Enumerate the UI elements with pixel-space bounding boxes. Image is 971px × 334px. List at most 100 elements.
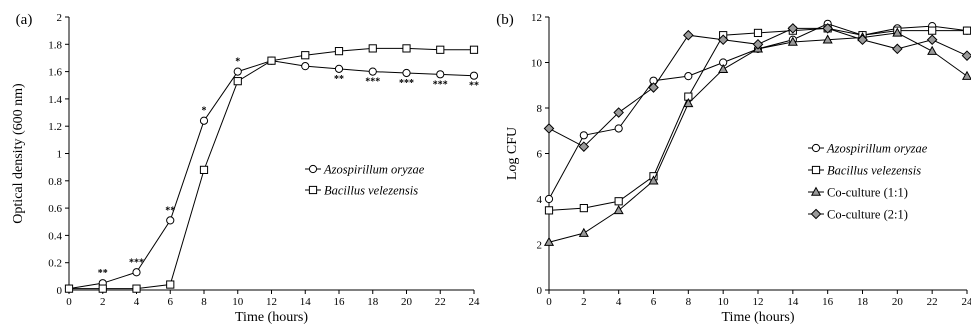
legend-marker — [811, 165, 821, 175]
significance-annotation: ** — [469, 81, 479, 92]
data-point — [469, 71, 479, 80]
x-tick-label: 14 — [787, 296, 799, 308]
x-tick-label: 16 — [334, 296, 346, 308]
data-point — [613, 204, 624, 215]
data-point — [822, 34, 833, 44]
data-point — [684, 72, 693, 81]
data-point — [579, 131, 588, 140]
data-point — [613, 107, 624, 118]
y-tick-label: 0.2 — [48, 258, 62, 270]
y-tick-label: 2 — [57, 12, 63, 24]
data-point — [543, 236, 555, 246]
panel-label: (a) — [16, 12, 33, 28]
x-tick-label: 2 — [581, 296, 587, 308]
significance-annotation: *** — [433, 79, 448, 90]
x-tick-label: 6 — [168, 296, 174, 308]
data-point — [614, 197, 623, 206]
y-tick-label: 0 — [57, 285, 63, 297]
data-point — [132, 268, 141, 277]
data-point — [752, 38, 764, 50]
x-tick-label: 0 — [66, 296, 72, 308]
data-point — [787, 23, 799, 34]
significance-annotation: *** — [399, 78, 414, 89]
x-tick-label: 18 — [857, 296, 869, 308]
data-point — [267, 56, 276, 65]
significance-annotation: ** — [98, 268, 108, 279]
data-point — [544, 194, 554, 204]
x-tick-label: 4 — [616, 296, 622, 308]
x-tick-label: 18 — [367, 296, 379, 308]
x-tick-label: 2 — [100, 296, 106, 308]
data-point — [233, 67, 242, 76]
y-tick-label: 0.6 — [48, 203, 62, 215]
data-point — [368, 67, 377, 76]
x-axis-title: Time (hours) — [722, 310, 795, 325]
y-tick-label: 1 — [57, 149, 63, 161]
panel-label: (b) — [496, 12, 514, 28]
x-tick-label: 24 — [962, 296, 971, 308]
x-tick-label: 16 — [822, 296, 834, 308]
data-point — [578, 227, 589, 237]
legend-marker — [308, 164, 318, 174]
x-tick-label: 12 — [753, 296, 764, 308]
x-tick-label: 8 — [686, 296, 692, 308]
data-point — [961, 50, 971, 61]
y-tick-label: 4 — [537, 194, 543, 206]
data-point — [614, 124, 623, 133]
data-point — [132, 284, 141, 293]
y-axis-title: Log CFU — [505, 127, 520, 180]
x-tick-label: 12 — [266, 296, 277, 308]
data-point — [436, 70, 445, 79]
legend-label: Co-culture (2:1) — [827, 208, 908, 222]
data-point — [166, 216, 175, 225]
y-axis-title: Optical density (600 nm) — [11, 83, 26, 224]
data-point — [961, 70, 971, 80]
x-tick-label: 22 — [435, 296, 446, 308]
legend-marker — [810, 186, 822, 196]
data-point — [166, 280, 175, 289]
data-point — [402, 68, 411, 78]
data-point — [579, 204, 588, 213]
x-tick-label: 8 — [201, 296, 207, 308]
legend-label: Azospirillum oryzae — [826, 142, 928, 156]
x-tick-label: 10 — [232, 296, 244, 308]
significance-annotation: * — [235, 57, 240, 68]
data-point — [926, 34, 938, 46]
y-tick-label: 12 — [531, 12, 542, 24]
y-tick-label: 1.4 — [48, 94, 62, 106]
data-point — [787, 36, 798, 46]
significance-annotation: *** — [365, 77, 380, 88]
data-point — [892, 43, 903, 55]
data-point — [683, 29, 694, 41]
data-point — [301, 62, 310, 71]
data-point — [683, 98, 694, 108]
x-tick-label: 4 — [134, 296, 140, 308]
x-tick-label: 0 — [546, 296, 552, 308]
data-point — [544, 206, 554, 215]
significance-annotation: * — [202, 106, 207, 117]
data-point — [301, 51, 310, 60]
data-point — [334, 47, 344, 56]
data-point — [822, 23, 833, 34]
y-tick-label: 10 — [531, 58, 543, 70]
data-point — [402, 44, 411, 53]
legend-marker — [810, 208, 822, 220]
x-tick-label: 14 — [300, 296, 312, 308]
legend-label: Bacillus velezensis — [827, 164, 921, 178]
y-tick-label: 8 — [537, 103, 543, 115]
y-tick-label: 1.6 — [48, 67, 62, 79]
data-point — [199, 116, 209, 125]
data-point — [718, 63, 729, 74]
y-tick-label: 0 — [537, 285, 543, 297]
x-tick-label: 24 — [469, 296, 481, 308]
legend-marker — [811, 143, 821, 153]
data-point — [543, 123, 555, 134]
y-tick-label: 1.8 — [48, 39, 62, 51]
significance-annotation: ** — [165, 205, 175, 216]
data-point — [368, 44, 377, 53]
data-point — [857, 34, 868, 46]
y-tick-label: 0.8 — [48, 176, 62, 188]
data-point — [64, 284, 74, 293]
data-point — [962, 26, 971, 35]
